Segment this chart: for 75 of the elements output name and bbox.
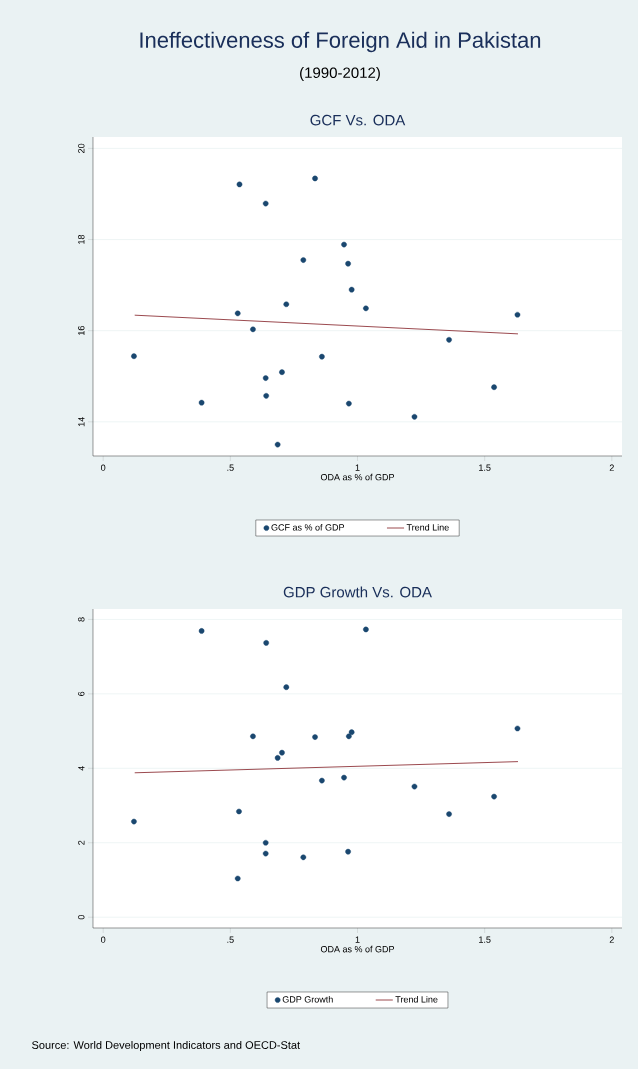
- point: [262, 375, 269, 381]
- point: [341, 774, 347, 781]
- point: [300, 854, 307, 861]
- legend-label: GDP Growth: [282, 995, 333, 1003]
- point: [446, 811, 452, 817]
- y-tick-label: 0: [78, 915, 85, 920]
- point: [411, 783, 418, 790]
- point: [514, 725, 521, 732]
- legend-label: GCF as % of GDP: [271, 524, 345, 531]
- point: [234, 875, 241, 882]
- point: [312, 734, 318, 740]
- point: [411, 414, 418, 420]
- point: [345, 848, 351, 855]
- x-axis-title: ODA as % of GDP: [320, 473, 395, 481]
- point: [312, 175, 318, 182]
- y-tick-label: 2: [78, 840, 85, 845]
- point: [234, 310, 241, 317]
- legend-label: Trend Line: [395, 995, 438, 1003]
- x-axis-title: ODA as % of GDP: [320, 945, 395, 953]
- point: [283, 301, 290, 308]
- point: [345, 260, 351, 267]
- y-tick-label: 20: [78, 143, 85, 153]
- point: [250, 326, 256, 333]
- point: [131, 353, 137, 359]
- point: [491, 793, 497, 800]
- legend-label: Trend Line: [406, 523, 449, 531]
- x-tick-label: 2: [609, 936, 614, 943]
- point: [263, 393, 269, 399]
- x-tick-label: .5: [227, 936, 234, 943]
- point: [279, 369, 285, 375]
- point: [274, 755, 281, 761]
- text: Ineffectiveness of Foreign Aid in Pakistan: [140, 31, 541, 53]
- x-tick-label: 0: [101, 464, 106, 471]
- chart-title: GDP Growth Vs. ODA: [283, 586, 432, 598]
- point: [446, 336, 452, 343]
- point: [198, 628, 205, 634]
- point: [262, 200, 269, 207]
- point: [300, 257, 307, 263]
- point: [363, 626, 369, 633]
- point: [236, 808, 242, 815]
- point: [283, 684, 290, 690]
- point: [131, 818, 137, 825]
- point: [346, 733, 352, 740]
- x-tick-label: .5: [227, 464, 234, 471]
- y-tick-label: 6: [78, 691, 85, 696]
- chart-title: GCF Vs. ODA: [310, 114, 406, 126]
- y-tick-label: 14: [78, 417, 85, 427]
- point: [274, 441, 281, 448]
- point: [250, 733, 256, 740]
- y-tick-label: 16: [78, 326, 85, 335]
- point: [514, 311, 521, 318]
- point: [263, 640, 269, 646]
- y-tick-label: 18: [78, 234, 85, 244]
- point: [491, 384, 497, 390]
- point: [279, 749, 285, 756]
- x-tick-label: 2: [609, 464, 614, 471]
- point: [348, 286, 355, 293]
- x-tick-label: 1.5: [479, 464, 491, 471]
- point: [319, 777, 325, 784]
- y-tick-label: 4: [78, 766, 85, 771]
- x-tick-label: 1: [355, 464, 360, 471]
- y-tick-label: 8: [78, 617, 85, 622]
- text: (1990-2012): [300, 67, 380, 81]
- point: [236, 181, 243, 188]
- point: [198, 399, 205, 406]
- point: [346, 400, 352, 407]
- point: [363, 305, 369, 312]
- x-tick-label: 0: [101, 936, 106, 943]
- x-tick-label: 1.5: [479, 936, 491, 943]
- point: [262, 839, 269, 846]
- point: [319, 353, 325, 360]
- point: [341, 241, 347, 248]
- x-tick-label: 1: [355, 936, 360, 943]
- source-note: Source: World Development Indicators and OECD-Stat: [32, 1040, 301, 1052]
- point: [262, 850, 269, 857]
